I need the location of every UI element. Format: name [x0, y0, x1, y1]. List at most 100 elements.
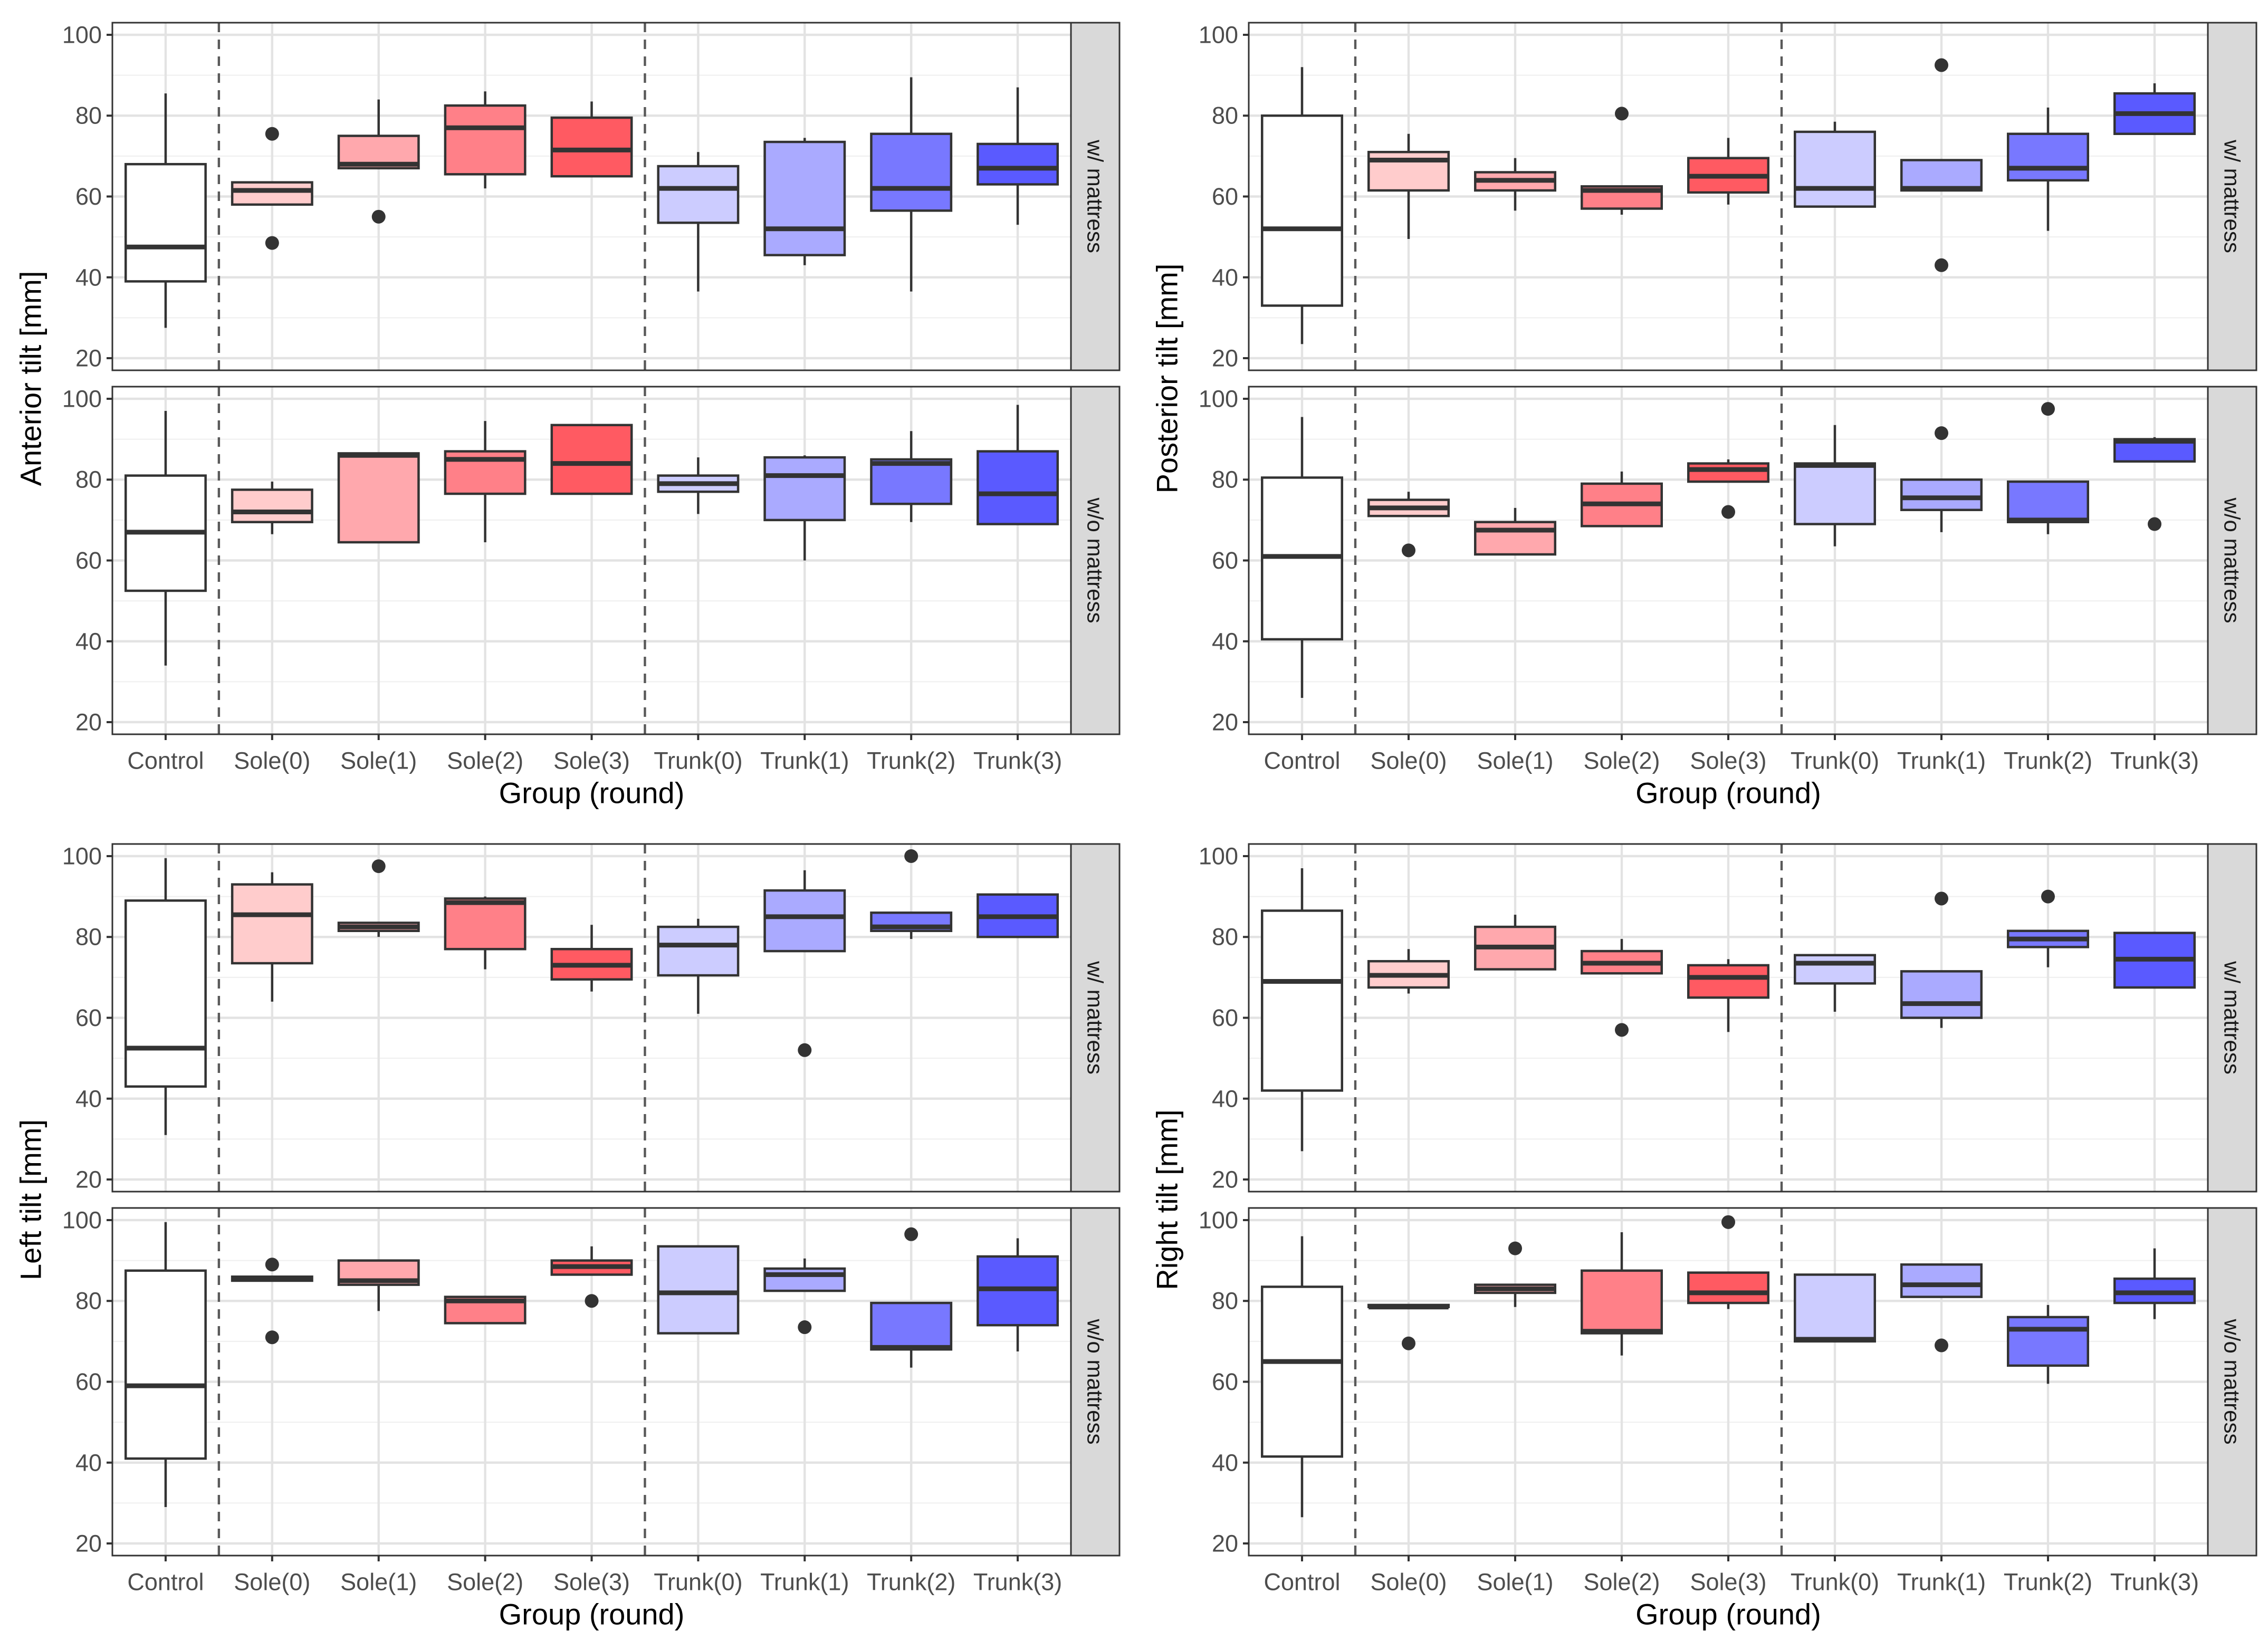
y-tick-label: 20 [1212, 1166, 1238, 1193]
x-tick-label: Trunk(0) [654, 1569, 742, 1596]
facet-strip-label: w/o mattress [1083, 497, 1108, 623]
outlier-point [1935, 891, 1948, 906]
box-control [124, 162, 207, 283]
y-tick-label: 20 [75, 345, 102, 372]
y-tick-label: 100 [1199, 842, 1238, 869]
outlier-point [1615, 107, 1629, 121]
box-control [1261, 114, 1343, 307]
x-tick-label: Sole(3) [1690, 1569, 1766, 1596]
facet-strip [1070, 386, 1121, 735]
x-tick-label: Trunk(2) [2004, 1569, 2092, 1596]
box-trunk3 [977, 450, 1059, 525]
box-trunk2 [870, 132, 953, 212]
facet-strip-label: w/o mattress [1083, 1318, 1108, 1444]
x-tick-label: Trunk(1) [1897, 747, 1986, 774]
y-tick-label: 40 [75, 1085, 102, 1112]
facet-strip-label: w/ mattress [1083, 961, 1108, 1075]
box-sole3 [1687, 964, 1769, 999]
outlier-point [1721, 1215, 1735, 1229]
outlier-point [1935, 426, 1948, 440]
box-trunk1 [763, 889, 846, 953]
x-tick-label: Sole(1) [340, 747, 417, 774]
box-control [1261, 1286, 1343, 1458]
y-tick-label: 60 [75, 547, 102, 574]
x-tick-label: Sole(3) [553, 747, 630, 774]
x-tick-label: Trunk(3) [2110, 1569, 2199, 1596]
outlier-point [265, 1258, 279, 1272]
x-tick-label: Control [127, 747, 204, 774]
x-axis-title: Group (round) [1635, 1598, 1821, 1631]
y-tick-label: 100 [62, 21, 102, 48]
box-trunk1 [763, 140, 846, 256]
x-tick-label: Sole(0) [234, 1569, 310, 1596]
outlier-point [1508, 1241, 1522, 1255]
box-trunk2 [870, 1301, 953, 1351]
y-tick-label: 60 [75, 1004, 102, 1031]
outlier-point [1615, 1023, 1629, 1037]
outlier-point [1935, 58, 1948, 72]
box-sole2 [444, 104, 527, 176]
x-tick-label: Trunk(3) [973, 1569, 1062, 1596]
box-sole0 [231, 883, 313, 965]
x-axis-title: Group (round) [499, 776, 685, 810]
x-tick-label: Sole(1) [340, 1569, 417, 1596]
outlier-point [1402, 1336, 1415, 1350]
y-tick-label: 20 [1212, 1530, 1238, 1557]
box-sole3 [1687, 1271, 1769, 1304]
outlier-point [1721, 505, 1735, 519]
box-sole0 [231, 181, 313, 206]
outlier-point [1935, 258, 1948, 272]
box-trunk0 [1794, 1273, 1876, 1343]
facet-strip-label: w/ mattress [1083, 139, 1108, 253]
x-tick-label: Sole(2) [447, 747, 523, 774]
x-tick-label: Control [1264, 747, 1340, 774]
y-tick-label: 100 [62, 1206, 102, 1233]
y-tick-label: 20 [75, 1166, 102, 1193]
y-tick-label: 40 [75, 628, 102, 655]
y-tick-label: 40 [75, 1449, 102, 1476]
outlier-point [371, 209, 386, 224]
box-sole0 [231, 488, 313, 523]
facet-strip-label: w/ mattress [2220, 961, 2245, 1075]
x-tick-label: Trunk(1) [760, 747, 849, 774]
facet-strip [2207, 386, 2257, 735]
box-trunk1 [1900, 159, 1983, 192]
outlier-point [798, 1043, 812, 1057]
y-tick-label: 80 [75, 102, 102, 129]
outlier-point [1402, 543, 1415, 558]
x-tick-label: Trunk(2) [2004, 747, 2092, 774]
facet-strip-label: w/o mattress [2220, 497, 2245, 623]
box-trunk1 [1900, 1263, 1983, 1298]
x-tick-label: Sole(0) [234, 747, 310, 774]
y-tick-label: 40 [1212, 264, 1238, 291]
y-tick-label: 80 [75, 466, 102, 493]
outlier-point [265, 127, 279, 141]
box-trunk2 [2007, 132, 2089, 182]
box-trunk0 [657, 1245, 740, 1335]
box-sole1 [1474, 521, 1556, 556]
box-trunk1 [763, 1267, 846, 1292]
x-tick-label: Sole(1) [1477, 1569, 1553, 1596]
outlier-point [585, 1294, 599, 1308]
box-trunk0 [1794, 462, 1876, 525]
box-sole2 [444, 897, 527, 951]
y-tick-label: 80 [1212, 102, 1238, 129]
box-trunk0 [657, 925, 740, 977]
x-axis-title: Group (round) [499, 1598, 685, 1631]
y-tick-label: 40 [1212, 1449, 1238, 1476]
box-sole2 [1581, 1269, 1663, 1335]
y-axis-title: Anterior tilt [mm] [14, 271, 47, 486]
x-tick-label: Trunk(1) [1897, 1569, 1986, 1596]
y-tick-label: 20 [75, 709, 102, 736]
facet-strip-label: w/ mattress [2220, 139, 2245, 253]
y-tick-label: 100 [1199, 1206, 1238, 1233]
box-sole3 [550, 116, 633, 178]
y-tick-label: 60 [1212, 1004, 1238, 1031]
y-tick-label: 60 [1212, 183, 1238, 210]
y-tick-label: 60 [1212, 1368, 1238, 1395]
outlier-point [265, 236, 279, 250]
x-tick-label: Sole(0) [1370, 1569, 1447, 1596]
facet-strip [2207, 843, 2257, 1193]
y-tick-label: 60 [1212, 547, 1238, 574]
